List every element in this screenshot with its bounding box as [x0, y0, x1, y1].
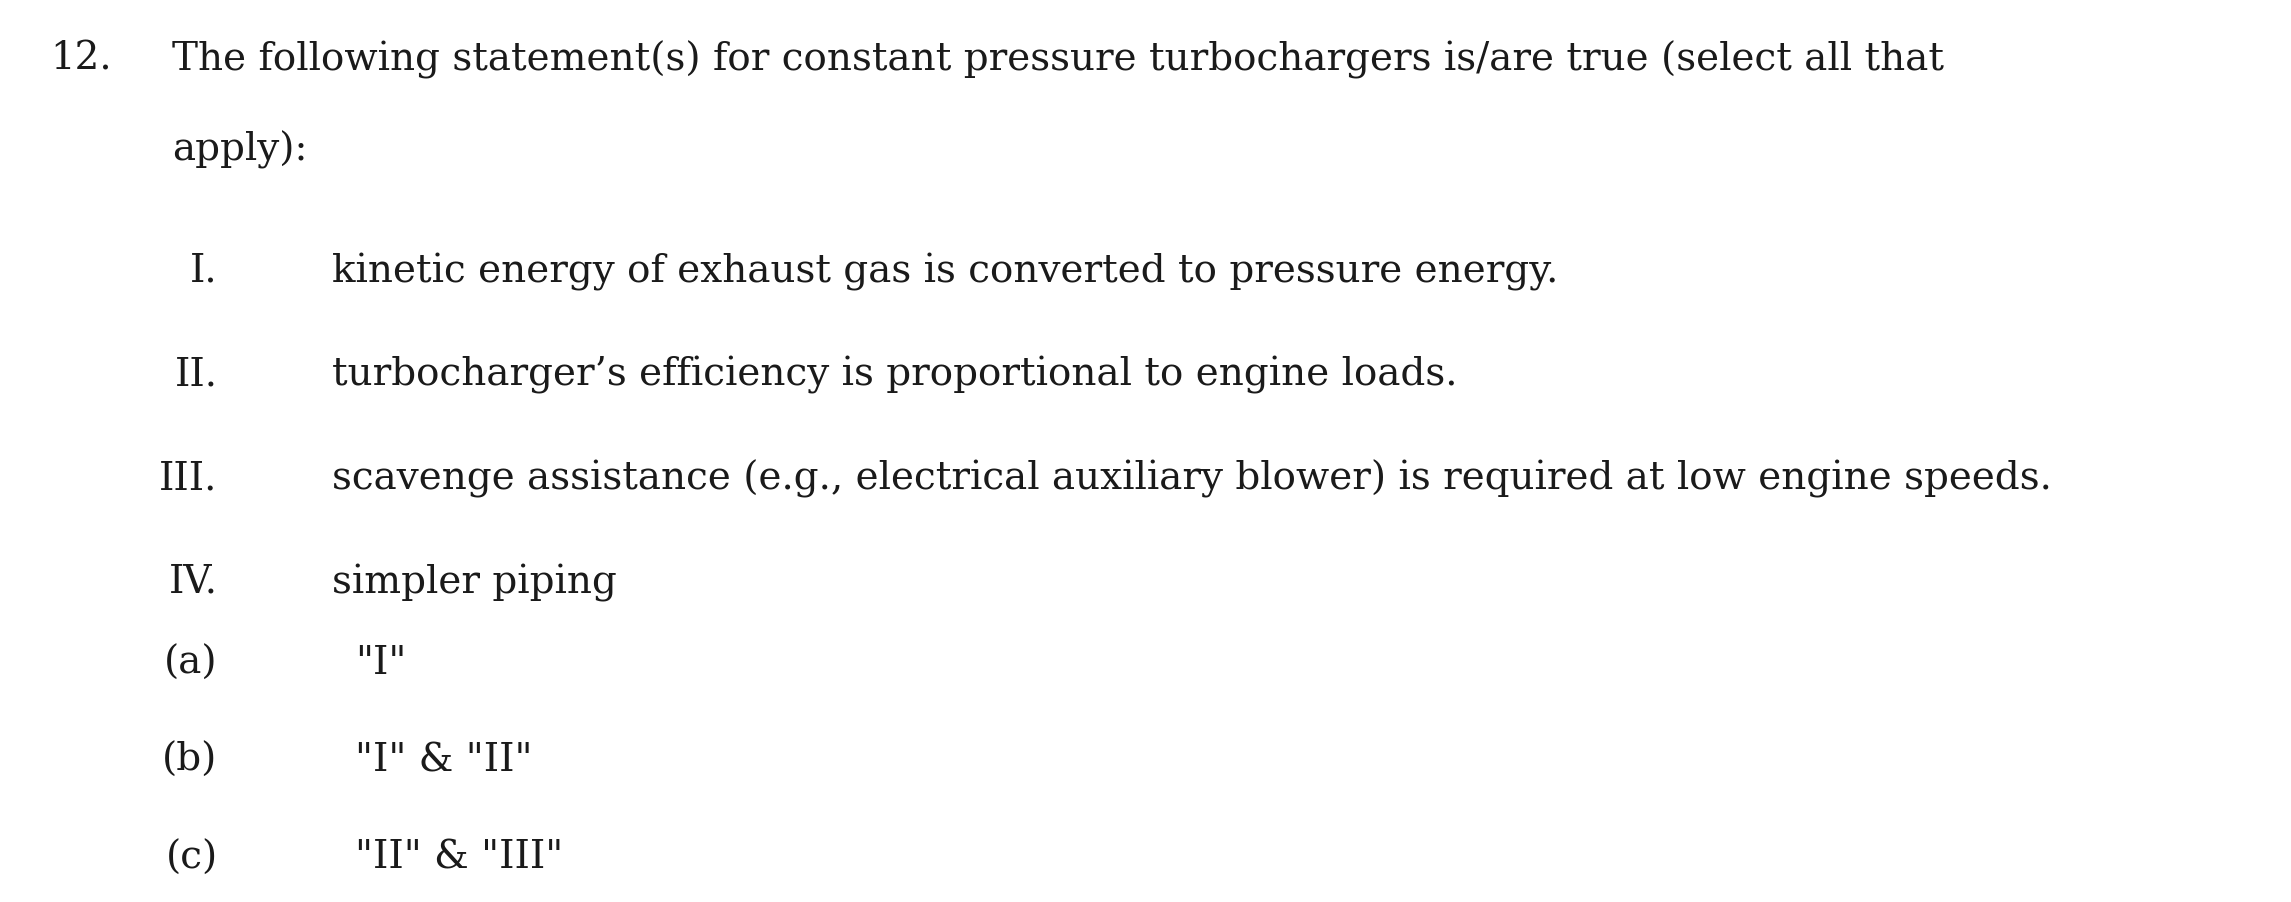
Text: scavenge assistance (e.g., electrical auxiliary blower) is required at low engin: scavenge assistance (e.g., electrical au… — [332, 460, 2053, 499]
Text: IV.: IV. — [170, 564, 218, 601]
Text: turbocharger’s efficiency is proportional to engine loads.: turbocharger’s efficiency is proportiona… — [332, 356, 1457, 394]
Text: "I" & "II": "I" & "II" — [355, 742, 532, 779]
Text: III.: III. — [160, 460, 218, 497]
Text: (b): (b) — [163, 742, 218, 779]
Text: II.: II. — [174, 356, 218, 393]
Text: apply):: apply): — [172, 131, 307, 170]
Text: (c): (c) — [165, 840, 218, 877]
Text: (a): (a) — [165, 645, 218, 682]
Text: 12.: 12. — [50, 41, 112, 78]
Text: "II" & "III": "II" & "III" — [355, 840, 564, 877]
Text: I.: I. — [190, 253, 218, 290]
Text: "I": "I" — [355, 645, 406, 682]
Text: simpler piping: simpler piping — [332, 564, 616, 602]
Text: The following statement(s) for constant pressure turbochargers is/are true (sele: The following statement(s) for constant … — [172, 41, 1943, 79]
Text: kinetic energy of exhaust gas is converted to pressure energy.: kinetic energy of exhaust gas is convert… — [332, 253, 1558, 290]
